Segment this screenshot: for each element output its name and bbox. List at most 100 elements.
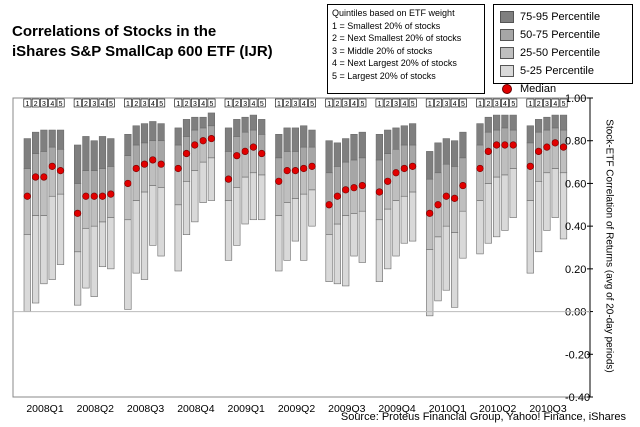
box-75-95: [325, 140, 333, 174]
y-tick-label: 0.80: [565, 136, 586, 148]
median-dot: [249, 143, 257, 151]
quintile-label-box: [534, 98, 543, 108]
quintile-label-box: [199, 98, 208, 108]
box-75-95: [492, 114, 501, 131]
quintile-label: 5: [360, 101, 364, 108]
median-dot: [157, 160, 165, 168]
quintile-note-line: 3 = Middle 20% of stocks: [332, 45, 433, 56]
box-25-50: [124, 183, 132, 221]
quintile-label-box: [249, 98, 258, 108]
median-dot: [73, 209, 82, 217]
box-25-50: [392, 172, 400, 201]
box-25-50: [275, 180, 283, 216]
quintile-label-box: [90, 98, 99, 108]
box-5-25: [308, 189, 316, 227]
box-25-50: [408, 166, 417, 193]
box-75-95: [124, 134, 132, 156]
box-5-25: [224, 200, 233, 261]
median-dot: [140, 160, 149, 168]
quintile-label-box: [291, 98, 300, 108]
quintile-label: 5: [562, 101, 566, 108]
median-marker-icon: [502, 84, 512, 94]
legend-item: 75-95 Percentile: [500, 8, 626, 26]
median-dot: [149, 156, 157, 164]
box-50-75: [333, 166, 342, 197]
quintile-label-box: [375, 98, 384, 108]
box-25-50: [40, 176, 48, 216]
box-series: [23, 112, 568, 317]
quintile-label: 3: [193, 101, 197, 108]
box-5-25: [207, 157, 216, 201]
box-5-25: [275, 215, 283, 272]
quintile-label: 1: [227, 101, 231, 108]
box-50-75: [107, 166, 115, 195]
box-5-25: [426, 249, 434, 317]
median-dot: [342, 186, 350, 194]
quintile-label: 1: [327, 101, 331, 108]
box-5-25: [74, 251, 82, 306]
quintile-label-box: [450, 98, 459, 108]
median-dot: [124, 179, 132, 188]
quintile-label-box: [434, 98, 442, 108]
box-75-95: [534, 119, 543, 133]
box-50-75: [74, 183, 82, 214]
box-75-95: [224, 127, 233, 152]
box-25-50: [291, 170, 300, 199]
box-50-75: [442, 163, 450, 197]
quintile-label: 4: [453, 101, 457, 108]
box-75-95: [400, 125, 408, 146]
box-75-95: [509, 114, 517, 131]
quintile-label: 3: [42, 101, 46, 108]
box-75-95: [90, 140, 98, 171]
quintile-label: 2: [285, 101, 289, 108]
median-dot: [325, 201, 333, 209]
box-5-25: [82, 227, 90, 289]
y-axis-title-text: Stock-ETF Correlation of Returns (avg of…: [603, 119, 615, 373]
quintile-note-line: Quintiles based on ETF weight: [332, 8, 455, 18]
quintile-label-box: [107, 98, 115, 108]
box-5-25: [442, 225, 450, 291]
box-75-95: [107, 138, 115, 167]
box-5-25: [300, 193, 308, 261]
box-5-25: [384, 208, 392, 270]
box-25-50: [551, 142, 559, 169]
box-75-95: [342, 138, 350, 163]
box-5-25: [191, 170, 199, 223]
median-dot: [56, 167, 65, 175]
box-75-95: [476, 123, 484, 146]
box-5-25: [23, 234, 31, 312]
quintile-label: 3: [143, 101, 147, 108]
median-dot: [90, 192, 98, 200]
box-25-50: [82, 195, 90, 229]
box-5-25: [157, 187, 165, 257]
box-5-25: [333, 223, 342, 285]
box-25-50: [283, 170, 291, 203]
box-25-50: [442, 195, 450, 227]
median-dot: [375, 188, 384, 196]
median-dot: [442, 192, 450, 200]
quintile-label-box: [333, 98, 342, 108]
chart-title-line-1: Correlations of Stocks in the: [12, 23, 217, 40]
box-5-25: [241, 176, 249, 225]
box-5-25: [543, 172, 551, 231]
source-note: Source: Proteus Financial Group, Yahoo! …: [340, 411, 626, 423]
median-dot: [40, 173, 48, 181]
legend-item: Median: [500, 80, 626, 98]
box-75-95: [559, 114, 568, 131]
median-dot: [426, 209, 434, 217]
box-25-50: [450, 198, 459, 233]
box-5-25: [283, 202, 291, 261]
quintile-label: 1: [126, 101, 130, 108]
legend-label: 75-95 Percentile: [520, 11, 601, 23]
median-dot: [31, 173, 40, 181]
median-dot: [132, 164, 140, 173]
box-25-50: [534, 151, 543, 182]
box-5-25: [107, 217, 115, 270]
legend-label: 25-50 Percentile: [520, 47, 601, 59]
box-75-95: [426, 151, 434, 180]
box-25-50: [140, 163, 149, 193]
quintile-label-box: [31, 98, 40, 108]
quintile-label: 5: [210, 101, 214, 108]
median-dot: [484, 147, 492, 155]
box-75-95: [350, 134, 358, 161]
